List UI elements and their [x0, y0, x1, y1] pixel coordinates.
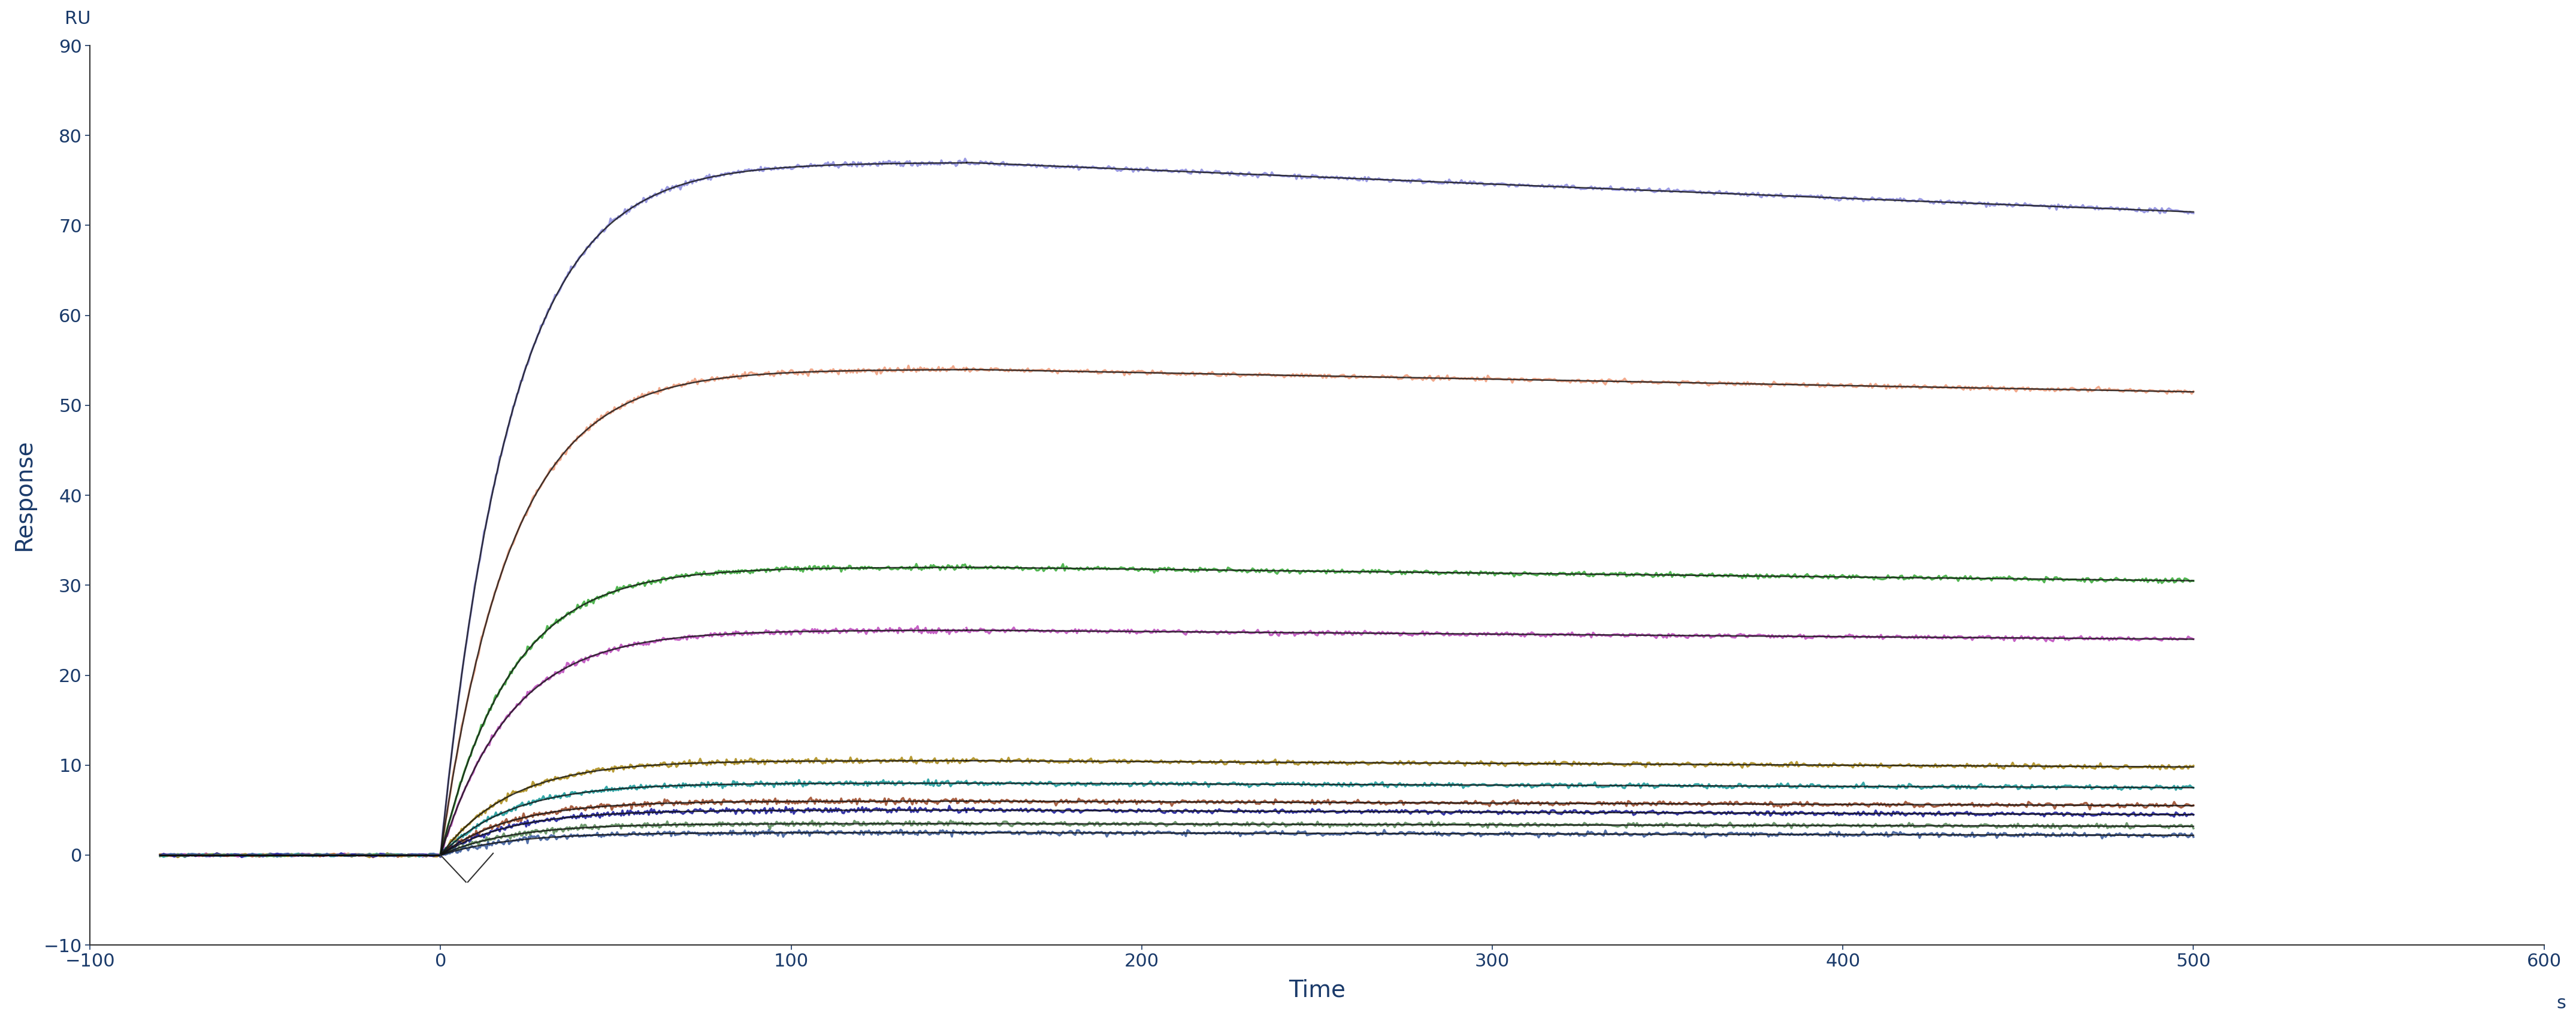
Text: s: s [2555, 995, 2566, 1012]
X-axis label: Time: Time [1288, 978, 1345, 1002]
Text: RU: RU [64, 10, 90, 27]
Y-axis label: Response: Response [13, 440, 36, 551]
